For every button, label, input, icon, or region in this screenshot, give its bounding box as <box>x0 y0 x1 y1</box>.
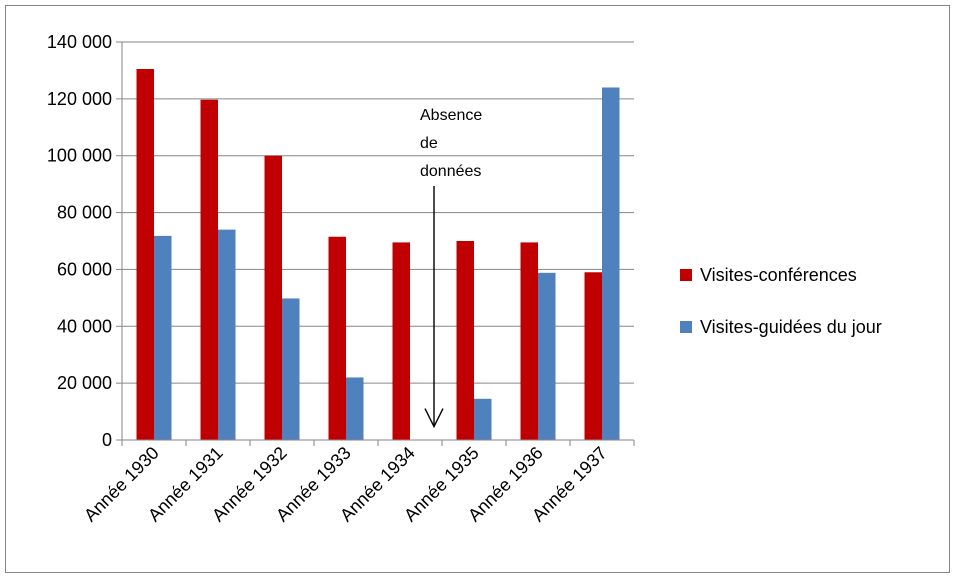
y-tick-label: 0 <box>102 430 112 450</box>
y-axis-tick-labels: 0 20 000 40 000 60 000 80 000 100 000 120 000 1… <box>47 32 112 450</box>
bar-visites-conferences <box>200 99 218 441</box>
annotation-text: données <box>420 163 481 180</box>
bar-visites-guidees <box>218 229 236 440</box>
bar-visites-conferences <box>264 155 282 440</box>
annotation-text: Absence <box>420 107 482 124</box>
bar-visites-guidees <box>154 235 172 440</box>
bar-visites-guidees <box>538 272 556 440</box>
legend-label: Visites-guidées du jour <box>700 317 882 337</box>
bar-visites-guidees <box>602 87 620 440</box>
y-tick-label: 60 000 <box>57 259 112 279</box>
bar-visites-conferences <box>392 242 410 440</box>
bars <box>136 69 620 441</box>
y-tick-label: 80 000 <box>57 203 112 223</box>
legend-swatch <box>680 269 692 281</box>
annotation-arrowhead <box>424 408 444 429</box>
bar-visites-conferences <box>328 236 346 440</box>
legend-label: Visites-conférences <box>700 265 857 285</box>
bar-visites-conferences <box>584 272 602 440</box>
legend-swatch <box>680 321 692 333</box>
gridlines <box>116 41 634 441</box>
axes <box>121 42 634 441</box>
bar-visites-conferences <box>456 241 474 440</box>
legend: Visites-conférences Visites-guidées du jo… <box>680 265 882 337</box>
y-tick-label: 20 000 <box>57 373 112 393</box>
y-tick-label: 120 000 <box>47 89 112 109</box>
bar-visites-guidees <box>346 377 364 440</box>
bar-visites-guidees <box>282 298 300 440</box>
annotation-text: de <box>420 135 438 152</box>
bar-visites-guidees <box>474 398 492 440</box>
bar-visites-conferences <box>520 242 538 440</box>
y-tick-label: 100 000 <box>47 146 112 166</box>
y-tick-label: 140 000 <box>47 32 112 52</box>
y-tick-label: 40 000 <box>57 316 112 336</box>
bar-visites-conferences <box>136 69 154 440</box>
annotation: Absence de données <box>420 107 482 429</box>
